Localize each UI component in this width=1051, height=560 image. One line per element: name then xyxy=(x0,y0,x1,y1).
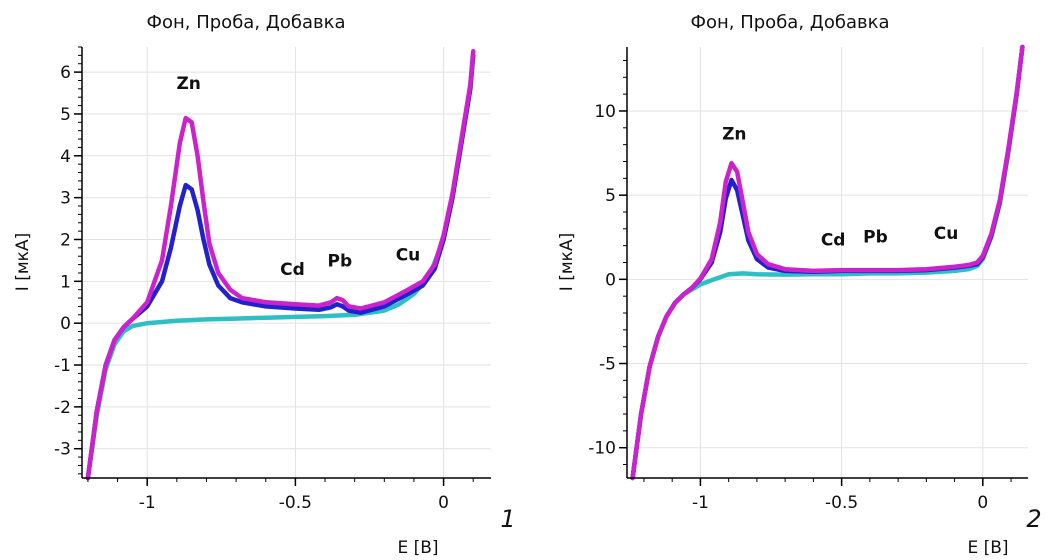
y-tick-label: -10 xyxy=(588,439,616,459)
y-tick-label: 5 xyxy=(60,105,71,125)
chart-panel-2: -1 -0.5 0 -10 -5 0 5 10 Фон, Проба, Добавка I [мк… xyxy=(557,12,1042,558)
x-axis-label: E [В] xyxy=(967,538,1008,558)
y-tick-label: 4 xyxy=(60,147,71,167)
chart-title: Фон, Проба, Добавка xyxy=(147,12,346,33)
series-line-1 xyxy=(630,44,1025,481)
y-tick-label: 0 xyxy=(605,270,616,290)
panel-number: 2 xyxy=(1026,505,1041,533)
peak-label-cu: Cu xyxy=(396,245,421,265)
panel-number: 1 xyxy=(500,505,515,533)
y-tick-label: -2 xyxy=(54,398,71,418)
y-tick-label: 10 xyxy=(594,102,616,122)
peak-label-zn: Zn xyxy=(722,125,746,145)
y-tick-label: -3 xyxy=(54,440,71,460)
peak-label-zn: Zn xyxy=(176,74,200,94)
x-tick-label: -0.5 xyxy=(825,493,858,513)
y-tick-label: 3 xyxy=(60,189,71,209)
x-tick-label: 0 xyxy=(977,493,988,513)
x-tick-label: -1 xyxy=(692,493,709,513)
x-axis-label: E [В] xyxy=(397,538,438,558)
y-axis-label: I [мкА] xyxy=(13,233,33,291)
y-tick-label: -5 xyxy=(599,355,616,375)
y-tick-label: 0 xyxy=(60,314,71,334)
y-tick-label: -1 xyxy=(54,356,71,376)
x-tick-label: -1 xyxy=(139,493,156,513)
peak-label-cd: Cd xyxy=(821,231,846,251)
y-tick-label: 2 xyxy=(60,230,71,250)
series-line-3 xyxy=(630,44,1025,481)
chart-panel-1: -1 -0.5 0 -3 -2 -1 0 1 2 3 4 5 6 Фон, Проба, Добавка I… xyxy=(13,12,516,558)
series-line-2 xyxy=(630,44,1025,481)
y-tick-label: 5 xyxy=(605,186,616,206)
peak-label-pb: Pb xyxy=(328,252,353,272)
x-tick-label: 0 xyxy=(438,493,449,513)
x-tick-label: -0.5 xyxy=(279,493,312,513)
peak-label-cu: Cu xyxy=(934,224,959,244)
peak-label-pb: Pb xyxy=(863,227,888,247)
peak-label-cd: Cd xyxy=(280,260,305,280)
y-tick-label: 1 xyxy=(60,272,71,292)
chart-title: Фон, Проба, Добавка xyxy=(691,12,890,33)
y-axis-label: I [мкА] xyxy=(557,233,577,291)
y-tick-label: 6 xyxy=(60,63,71,83)
series-line-3 xyxy=(85,48,476,481)
